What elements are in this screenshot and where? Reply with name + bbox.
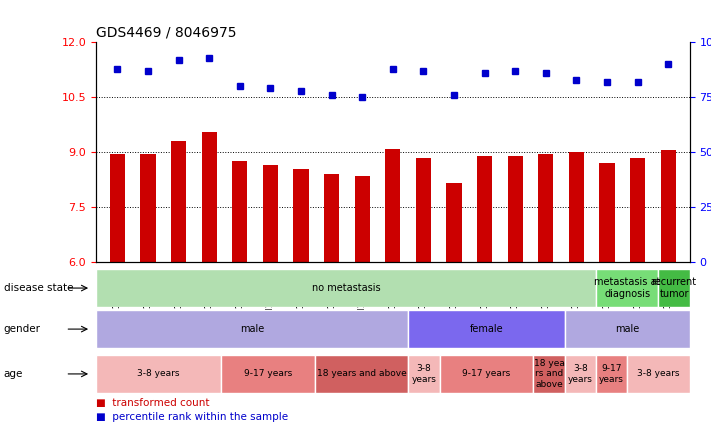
Text: 9-17 years: 9-17 years <box>462 369 510 379</box>
Bar <box>355 176 370 262</box>
Text: 18 yea
rs and
above: 18 yea rs and above <box>534 359 565 389</box>
Bar <box>658 269 690 307</box>
Text: ■  transformed count: ■ transformed count <box>96 398 210 408</box>
Bar <box>661 151 676 262</box>
Bar <box>596 355 627 393</box>
Text: male: male <box>615 324 639 334</box>
Bar <box>96 269 596 307</box>
Bar <box>201 132 217 262</box>
Bar <box>569 152 584 262</box>
Bar <box>538 154 553 262</box>
Bar <box>630 158 646 262</box>
Bar <box>599 163 615 262</box>
Text: no metastasis: no metastasis <box>311 283 380 293</box>
Text: ■  percentile rank within the sample: ■ percentile rank within the sample <box>96 412 288 422</box>
Text: recurrent
tumor: recurrent tumor <box>651 277 697 299</box>
Bar <box>324 174 339 262</box>
Bar <box>232 162 247 262</box>
Bar <box>439 355 533 393</box>
Bar <box>96 310 408 348</box>
Text: 3-8 years: 3-8 years <box>137 369 180 379</box>
Bar <box>565 310 690 348</box>
Bar <box>263 165 278 262</box>
Bar <box>221 355 315 393</box>
Bar <box>447 184 461 262</box>
Bar <box>508 156 523 262</box>
Text: female: female <box>470 324 503 334</box>
Text: metastasis at
diagnosis: metastasis at diagnosis <box>594 277 661 299</box>
Bar <box>171 141 186 262</box>
Text: 18 years and above: 18 years and above <box>316 369 407 379</box>
Bar <box>294 169 309 262</box>
Text: GDS4469 / 8046975: GDS4469 / 8046975 <box>96 26 237 40</box>
Text: 3-8 years: 3-8 years <box>637 369 680 379</box>
Text: 9-17
years: 9-17 years <box>599 364 624 384</box>
Bar <box>408 355 439 393</box>
Text: gender: gender <box>4 324 41 334</box>
Bar <box>416 158 431 262</box>
Bar <box>408 310 565 348</box>
Bar <box>477 156 492 262</box>
Bar <box>565 355 596 393</box>
Text: age: age <box>4 369 23 379</box>
Bar <box>315 355 408 393</box>
Bar <box>385 148 400 262</box>
Bar <box>596 269 658 307</box>
Text: 3-8
years: 3-8 years <box>412 364 437 384</box>
Bar <box>533 355 565 393</box>
Bar <box>627 355 690 393</box>
Bar <box>96 355 221 393</box>
Text: male: male <box>240 324 264 334</box>
Text: disease state: disease state <box>4 283 73 293</box>
Text: 9-17 years: 9-17 years <box>244 369 292 379</box>
Text: 3-8
years: 3-8 years <box>568 364 593 384</box>
Bar <box>140 154 156 262</box>
Bar <box>109 154 125 262</box>
